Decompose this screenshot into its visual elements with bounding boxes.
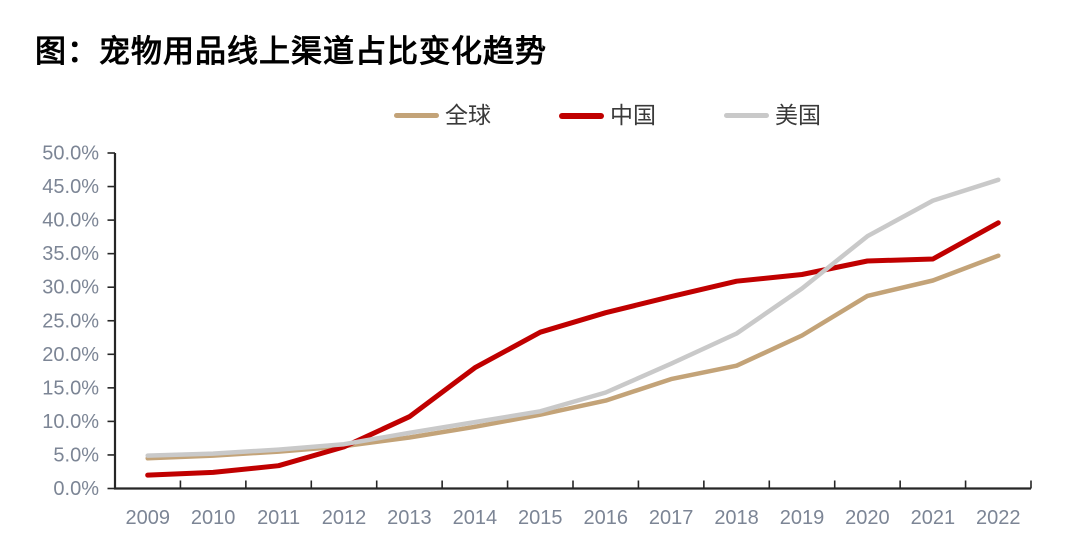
- global-line-swatch-icon: [394, 113, 439, 118]
- svg-text:2021: 2021: [911, 507, 956, 529]
- china-line-swatch-icon: [559, 112, 604, 119]
- svg-text:0.0%: 0.0%: [53, 478, 99, 500]
- svg-text:2014: 2014: [453, 507, 498, 529]
- svg-text:2019: 2019: [780, 507, 825, 529]
- legend-label-global: 全球: [445, 103, 491, 128]
- svg-text:2010: 2010: [191, 507, 236, 529]
- usa-line-swatch-icon: [724, 113, 769, 118]
- svg-text:25.0%: 25.0%: [42, 310, 99, 332]
- svg-text:2012: 2012: [322, 507, 367, 529]
- svg-text:15.0%: 15.0%: [42, 377, 99, 399]
- figure-title: 图：宠物用品线上渠道占比变化趋势: [35, 34, 547, 69]
- svg-text:2015: 2015: [518, 507, 563, 529]
- svg-text:2017: 2017: [649, 507, 694, 529]
- svg-text:2009: 2009: [125, 507, 170, 529]
- legend-item-global: 全球: [394, 104, 491, 127]
- svg-text:45.0%: 45.0%: [42, 176, 99, 198]
- svg-text:10.0%: 10.0%: [42, 411, 99, 433]
- svg-text:5.0%: 5.0%: [53, 444, 99, 466]
- chart-legend: 全球 中国 美国: [394, 104, 821, 127]
- legend-label-china: 中国: [610, 103, 656, 128]
- svg-text:30.0%: 30.0%: [42, 277, 99, 299]
- svg-text:2016: 2016: [583, 507, 628, 529]
- svg-text:40.0%: 40.0%: [42, 210, 99, 232]
- svg-text:50.0%: 50.0%: [42, 143, 99, 165]
- svg-text:35.0%: 35.0%: [42, 243, 99, 265]
- svg-text:2022: 2022: [976, 507, 1021, 529]
- legend-item-china: 中国: [559, 104, 656, 127]
- legend-label-usa: 美国: [775, 103, 821, 128]
- svg-text:20.0%: 20.0%: [42, 344, 99, 366]
- svg-text:2013: 2013: [387, 507, 432, 529]
- svg-text:2018: 2018: [714, 507, 759, 529]
- svg-text:2011: 2011: [257, 507, 300, 529]
- legend-item-usa: 美国: [724, 104, 821, 127]
- svg-text:2020: 2020: [845, 507, 890, 529]
